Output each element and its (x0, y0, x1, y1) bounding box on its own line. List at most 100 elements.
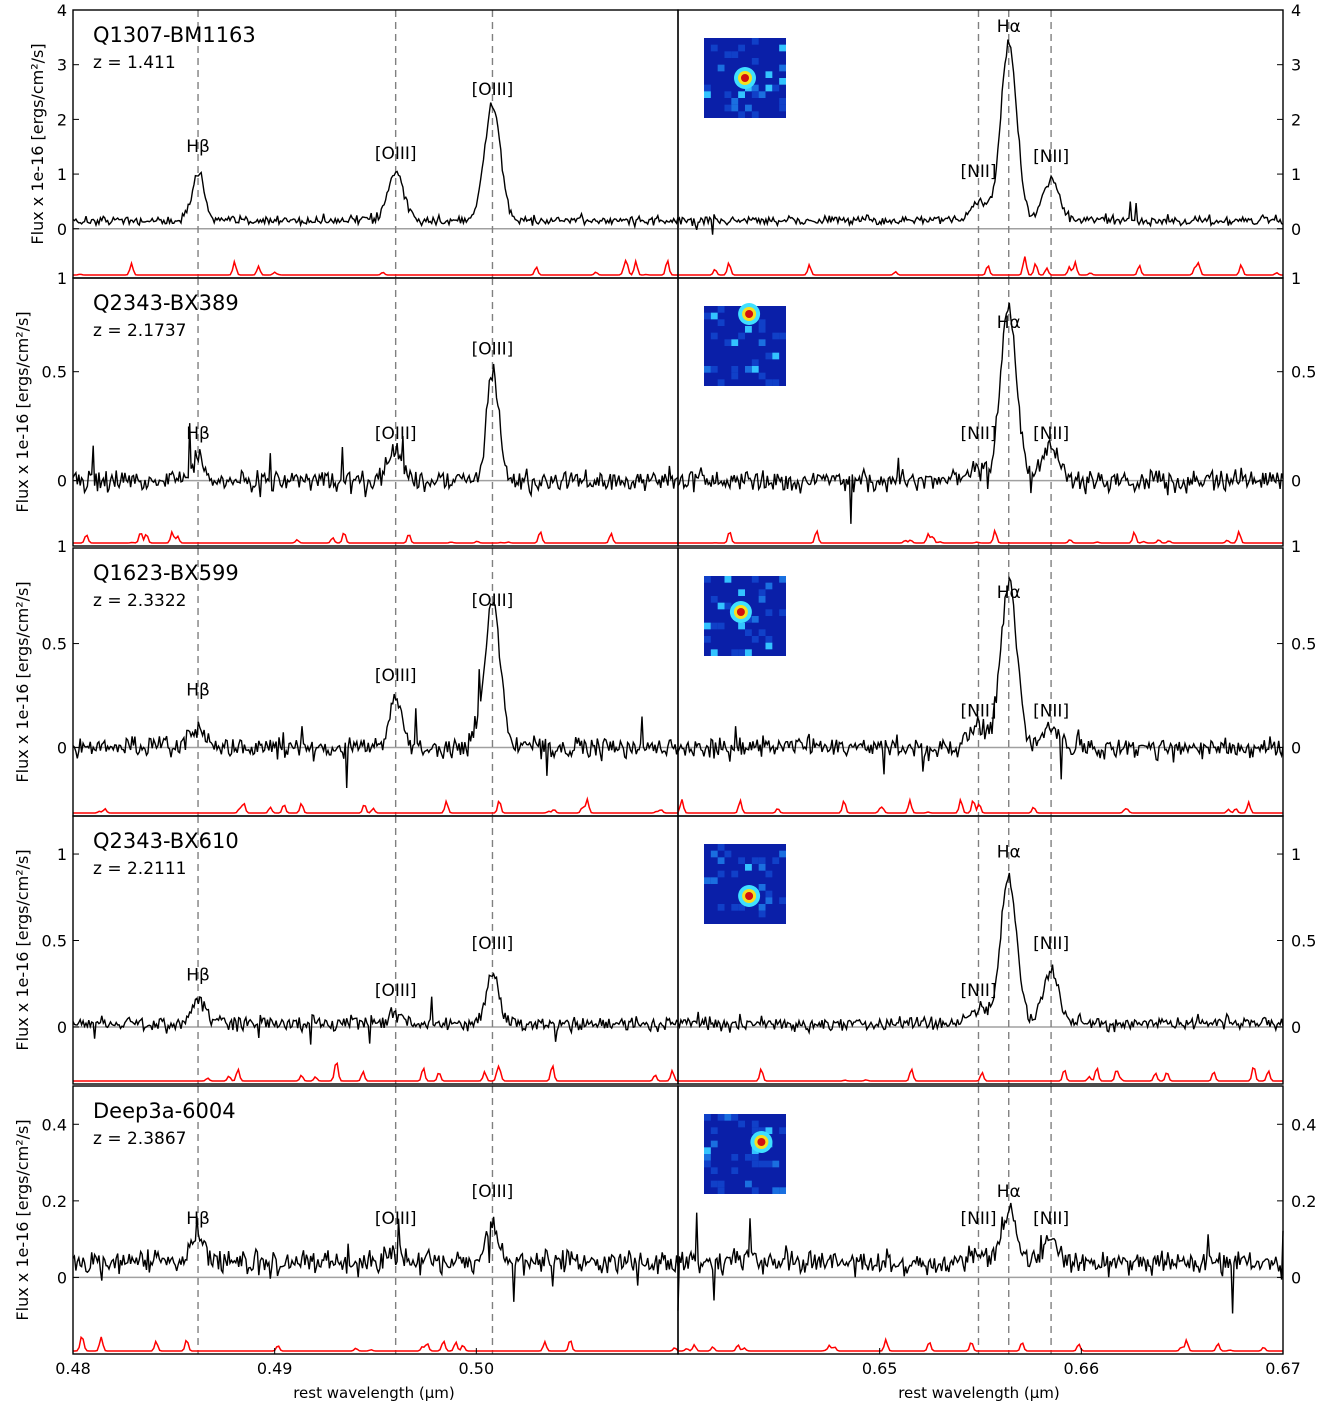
thumbnail-pixel (751, 857, 759, 864)
thumbnail-pixel (745, 1180, 752, 1188)
thumbnail-pixel (710, 1127, 718, 1134)
thumbnail-pixel (724, 850, 732, 858)
thumbnail-pixel (758, 319, 766, 326)
thumbnail-pixel (710, 1167, 718, 1174)
line-label-hb: Hβ (186, 965, 210, 985)
thumbnail-pixel (765, 379, 773, 386)
thumbnail-pixel (772, 379, 780, 386)
line-label-ha: Hα (997, 583, 1021, 603)
thumbnail-pixel (738, 589, 745, 596)
thumbnail-pixel (724, 339, 732, 346)
thumbnail-pixel (758, 857, 766, 864)
y-tick-label-right: 0.2 (1291, 1192, 1316, 1211)
thumbnail-pixel (704, 366, 711, 373)
line-label-n2: [NII] (1033, 934, 1069, 954)
thumbnail-pixel (731, 51, 739, 58)
object-name: Deep3a-6004 (93, 1099, 236, 1123)
thumbnail-pixel (710, 1180, 718, 1188)
thumbnail-pixel (779, 850, 786, 858)
y-tick-label-right: 0 (1291, 738, 1301, 757)
thumbnail-pixel (779, 78, 786, 85)
thumbnail-pixel (758, 339, 766, 346)
thumbnail-pixel (738, 1120, 745, 1128)
thumbnail-pixel (724, 1114, 732, 1121)
thumbnail-pixel (765, 870, 773, 878)
thumbnail-pixel (779, 1187, 786, 1194)
y-axis-label: Flux x 1e-16 [ergs/cm²/s] (13, 849, 32, 1050)
line-label-o1: [OIII] (375, 1209, 417, 1229)
line-label-hb: Hβ (186, 1209, 210, 1229)
thumbnail-peak (757, 1138, 766, 1146)
thumbnail-pixel (738, 111, 745, 118)
thumbnail-pixel (717, 1180, 725, 1188)
thumbnail-peak (741, 74, 749, 82)
y-tick-label-left: 0.4 (42, 1115, 67, 1134)
panel-q2343-bx610: Hβ [OIII] [OIII] [NII] Hα [NII] 0 0 0.5 0.5 1 1 Q234… (13, 815, 1316, 1085)
thumbnail-pixel (717, 622, 725, 630)
line-label-n1: [NII] (960, 1209, 996, 1229)
y-tick-label-right: 2 (1291, 110, 1301, 129)
y-bottom-label-right: 1 (1291, 537, 1301, 556)
thumbnail-pixel (751, 636, 759, 643)
thumbnail-pixel (738, 904, 745, 911)
thumbnail-pixel (751, 1154, 759, 1161)
flux-spectrum (72, 1216, 679, 1302)
line-label-o2: [OIII] (472, 591, 514, 611)
thumbnail-pixel (745, 366, 752, 373)
thumbnail-pixel (765, 890, 773, 898)
thumbnail-pixel (779, 576, 786, 583)
y-tick-label-right: 0.5 (1291, 931, 1316, 950)
thumbnail-pixel (738, 332, 745, 340)
thumbnail-pixel (704, 636, 711, 643)
subpanel-right: [NII] Hα [NII] (677, 547, 1284, 817)
y-bottom-label-left: 1 (57, 269, 67, 288)
thumbnail-pixel (704, 1147, 711, 1154)
line-label-o1: [OIII] (375, 666, 417, 686)
line-label-o1: [OIII] (375, 144, 417, 164)
thumbnail-pixel (751, 1160, 759, 1168)
x-tick-label: 0.67 (1265, 1359, 1301, 1378)
thumbnail-pixel (710, 312, 718, 320)
y-tick-label-right: 0.5 (1291, 635, 1316, 654)
x-axis-label-left: rest wavelength (μm) (293, 1384, 455, 1402)
x-tick-label: 0.50 (459, 1359, 495, 1378)
noise-spectrum (677, 797, 1283, 814)
thumbnail-pixel (704, 576, 711, 583)
line-label-n1: [NII] (960, 424, 996, 444)
thumbnail-pixel (731, 870, 739, 878)
line-label-n2: [NII] (1033, 1209, 1069, 1229)
subpanel-left: Hβ [OIII] [OIII] (72, 1085, 679, 1355)
line-label-n2: [NII] (1033, 424, 1069, 444)
thumbnail-pixel (751, 38, 759, 45)
noise-spectrum (73, 529, 678, 544)
panel-frame (677, 277, 1284, 547)
object-name: Q1623-BX599 (93, 561, 239, 585)
redshift-label: z = 2.2111 (93, 859, 186, 879)
thumbnail-pixel (758, 1127, 766, 1134)
y-tick-label-left: 0.5 (42, 363, 67, 382)
thumbnail-pixel (704, 91, 711, 98)
thumbnail-peak (736, 608, 745, 616)
thumbnail-pixel (758, 589, 766, 596)
thumbnail-pixel (765, 609, 773, 616)
thumbnail-pixel (731, 104, 739, 112)
line-label-o2: [OIII] (472, 80, 514, 100)
thumbnail-pixel (704, 1114, 711, 1121)
thumbnail-pixel (745, 864, 752, 871)
subpanel-right: [NII] Hα [NII] (677, 815, 1284, 1085)
thumbnail-pixel (717, 319, 725, 326)
y-tick-label-right: 0 (1291, 1268, 1301, 1287)
thumbnail-pixel (751, 576, 759, 583)
galaxy-thumbnail (704, 1114, 786, 1194)
thumbnail-pixel (731, 649, 739, 656)
flux-spectrum (72, 972, 679, 1045)
thumbnail-pixel (710, 366, 718, 373)
thumbnail-pixel (710, 1140, 718, 1148)
thumbnail-pixel (704, 877, 711, 884)
y-tick-label-left: 1 (57, 845, 67, 864)
thumbnail-pixel (765, 582, 773, 590)
subpanel-left: Hβ [OIII] [OIII] (72, 9, 679, 279)
thumbnail-pixel (772, 857, 780, 864)
thumbnail-pixel (751, 84, 759, 92)
